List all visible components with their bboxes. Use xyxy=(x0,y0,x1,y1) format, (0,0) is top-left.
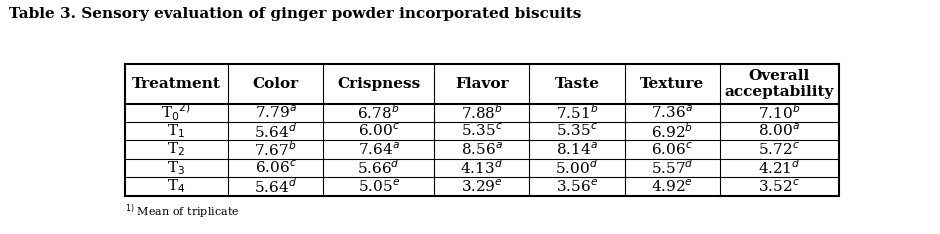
Text: 7.36$^{a}$: 7.36$^{a}$ xyxy=(651,105,693,121)
Text: 5.64$^{d}$: 5.64$^{d}$ xyxy=(254,122,297,141)
Text: 7.88$^{b}$: 7.88$^{b}$ xyxy=(461,103,503,122)
Text: 7.79$^{a}$: 7.79$^{a}$ xyxy=(255,105,296,121)
Text: $^{1)}$ Mean of triplicate: $^{1)}$ Mean of triplicate xyxy=(125,203,239,221)
Text: Texture: Texture xyxy=(640,77,704,91)
Text: 4.13$^{d}$: 4.13$^{d}$ xyxy=(461,159,503,177)
Text: 7.64$^{a}$: 7.64$^{a}$ xyxy=(357,141,400,158)
Text: 6.92$^{b}$: 6.92$^{b}$ xyxy=(651,122,693,141)
Text: 3.29$^{e}$: 3.29$^{e}$ xyxy=(461,178,503,195)
Text: 7.51$^{b}$: 7.51$^{b}$ xyxy=(556,103,598,122)
Text: T$_4$: T$_4$ xyxy=(167,178,185,195)
Text: 5.35$^{c}$: 5.35$^{c}$ xyxy=(461,123,503,139)
Text: 5.35$^{c}$: 5.35$^{c}$ xyxy=(556,123,598,139)
Text: 4.92$^{e}$: 4.92$^{e}$ xyxy=(651,178,693,195)
Text: Table 3. Sensory evaluation of ginger powder incorporated biscuits: Table 3. Sensory evaluation of ginger po… xyxy=(9,7,582,21)
Text: 8.56$^{a}$: 8.56$^{a}$ xyxy=(461,141,503,158)
Text: T$_2$: T$_2$ xyxy=(167,141,185,158)
Text: 8.14$^{a}$: 8.14$^{a}$ xyxy=(556,141,598,158)
Text: T$_0$$^{2)}$: T$_0$$^{2)}$ xyxy=(162,102,191,124)
Text: 4.21$^{d}$: 4.21$^{d}$ xyxy=(758,159,801,177)
Text: T$_3$: T$_3$ xyxy=(167,159,185,177)
Text: Treatment: Treatment xyxy=(132,77,221,91)
Text: 7.67$^{b}$: 7.67$^{b}$ xyxy=(255,140,297,159)
Text: 8.00$^{a}$: 8.00$^{a}$ xyxy=(759,123,800,139)
Text: Taste: Taste xyxy=(555,77,600,91)
Text: T$_1$: T$_1$ xyxy=(167,122,185,140)
Text: 5.66$^{d}$: 5.66$^{d}$ xyxy=(357,159,400,177)
Text: 5.72$^{c}$: 5.72$^{c}$ xyxy=(759,141,800,158)
Text: 5.64$^{d}$: 5.64$^{d}$ xyxy=(254,177,297,196)
Text: Crispness: Crispness xyxy=(337,77,420,91)
Text: Flavor: Flavor xyxy=(455,77,509,91)
Text: 6.78$^{b}$: 6.78$^{b}$ xyxy=(357,103,400,122)
Text: 5.00$^{d}$: 5.00$^{d}$ xyxy=(556,159,599,177)
Text: 6.06$^{c}$: 6.06$^{c}$ xyxy=(651,141,693,158)
Text: 6.00$^{c}$: 6.00$^{c}$ xyxy=(358,123,400,139)
Text: Color: Color xyxy=(253,77,299,91)
Text: 3.56$^{e}$: 3.56$^{e}$ xyxy=(556,178,598,195)
Text: Overall
acceptability: Overall acceptability xyxy=(725,69,834,99)
Text: 5.05$^{e}$: 5.05$^{e}$ xyxy=(357,178,400,195)
Text: 5.57$^{d}$: 5.57$^{d}$ xyxy=(650,159,694,177)
Text: 7.10$^{b}$: 7.10$^{b}$ xyxy=(758,103,800,122)
Text: 6.06$^{c}$: 6.06$^{c}$ xyxy=(255,160,296,176)
Text: 3.52$^{c}$: 3.52$^{c}$ xyxy=(759,178,800,195)
